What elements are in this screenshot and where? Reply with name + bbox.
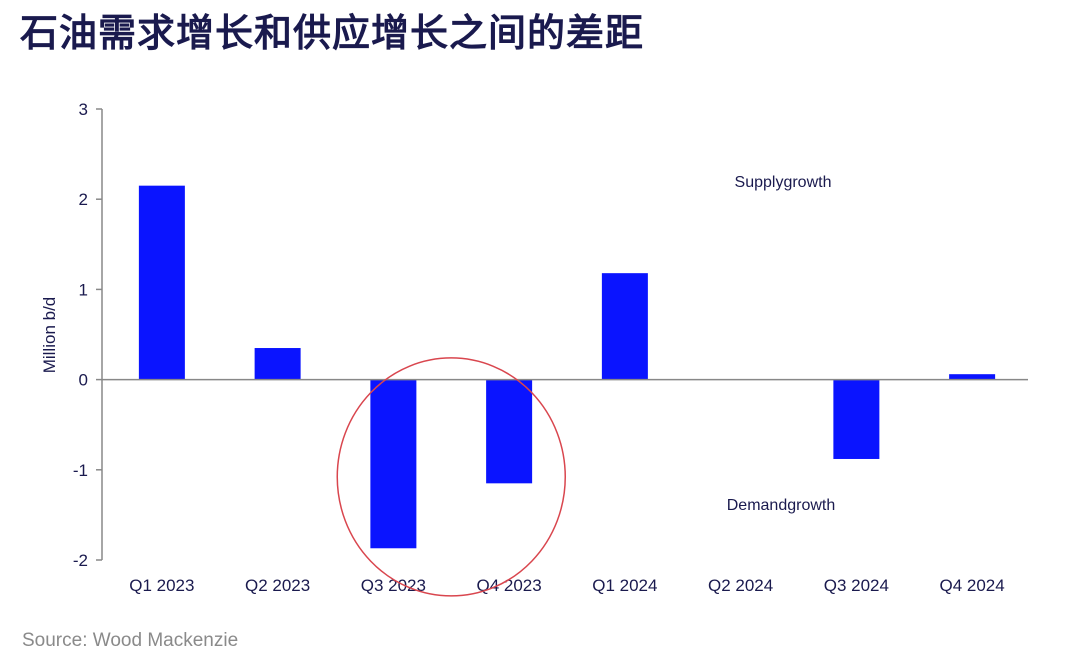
x-tick-label: Q3 2024 bbox=[824, 576, 889, 595]
bars bbox=[138, 185, 996, 549]
bar-q3-2023 bbox=[370, 379, 417, 549]
y-tick-label: 3 bbox=[79, 100, 88, 119]
x-tick-label: Q4 2024 bbox=[940, 576, 1005, 595]
bar-q1-2024 bbox=[601, 273, 648, 380]
chart-title: 石油需求增长和供应增长之间的差距 bbox=[20, 11, 645, 55]
source-note: Source: Wood Mackenzie bbox=[22, 630, 239, 651]
x-tick-label: Q2 2023 bbox=[245, 576, 310, 595]
x-tick-label: Q1 2024 bbox=[592, 576, 657, 595]
y-tick-label: -1 bbox=[73, 461, 88, 480]
x-tick-label: Q4 2023 bbox=[477, 576, 542, 595]
bar-q4-2024 bbox=[949, 374, 996, 380]
bar-q1-2023 bbox=[138, 185, 185, 380]
supply-growth-annotation: Supplygrowth bbox=[735, 174, 832, 191]
bar-q2-2023 bbox=[254, 348, 301, 380]
x-tick-label: Q1 2023 bbox=[129, 576, 194, 595]
y-tick-label: 1 bbox=[79, 280, 88, 299]
bar-q3-2024 bbox=[833, 379, 880, 459]
y-tick-label: 0 bbox=[79, 371, 88, 390]
demand-growth-annotation: Demandgrowth bbox=[727, 497, 836, 514]
x-tick-label: Q2 2024 bbox=[708, 576, 773, 595]
y-tick-label: 2 bbox=[79, 190, 88, 209]
highlight-circle bbox=[336, 357, 566, 597]
y-axis-ticks: 3 2 1 0 -1 -2 bbox=[73, 100, 102, 570]
y-tick-label: -2 bbox=[73, 551, 88, 570]
x-tick-label: Q3 2023 bbox=[361, 576, 426, 595]
bar-q4-2023 bbox=[486, 379, 533, 484]
x-axis-ticks: Q1 2023 Q2 2023 Q3 2023 Q4 2023 Q1 2024 Q2 20… bbox=[129, 576, 1004, 595]
y-axis-label: Million b/d bbox=[40, 297, 59, 374]
